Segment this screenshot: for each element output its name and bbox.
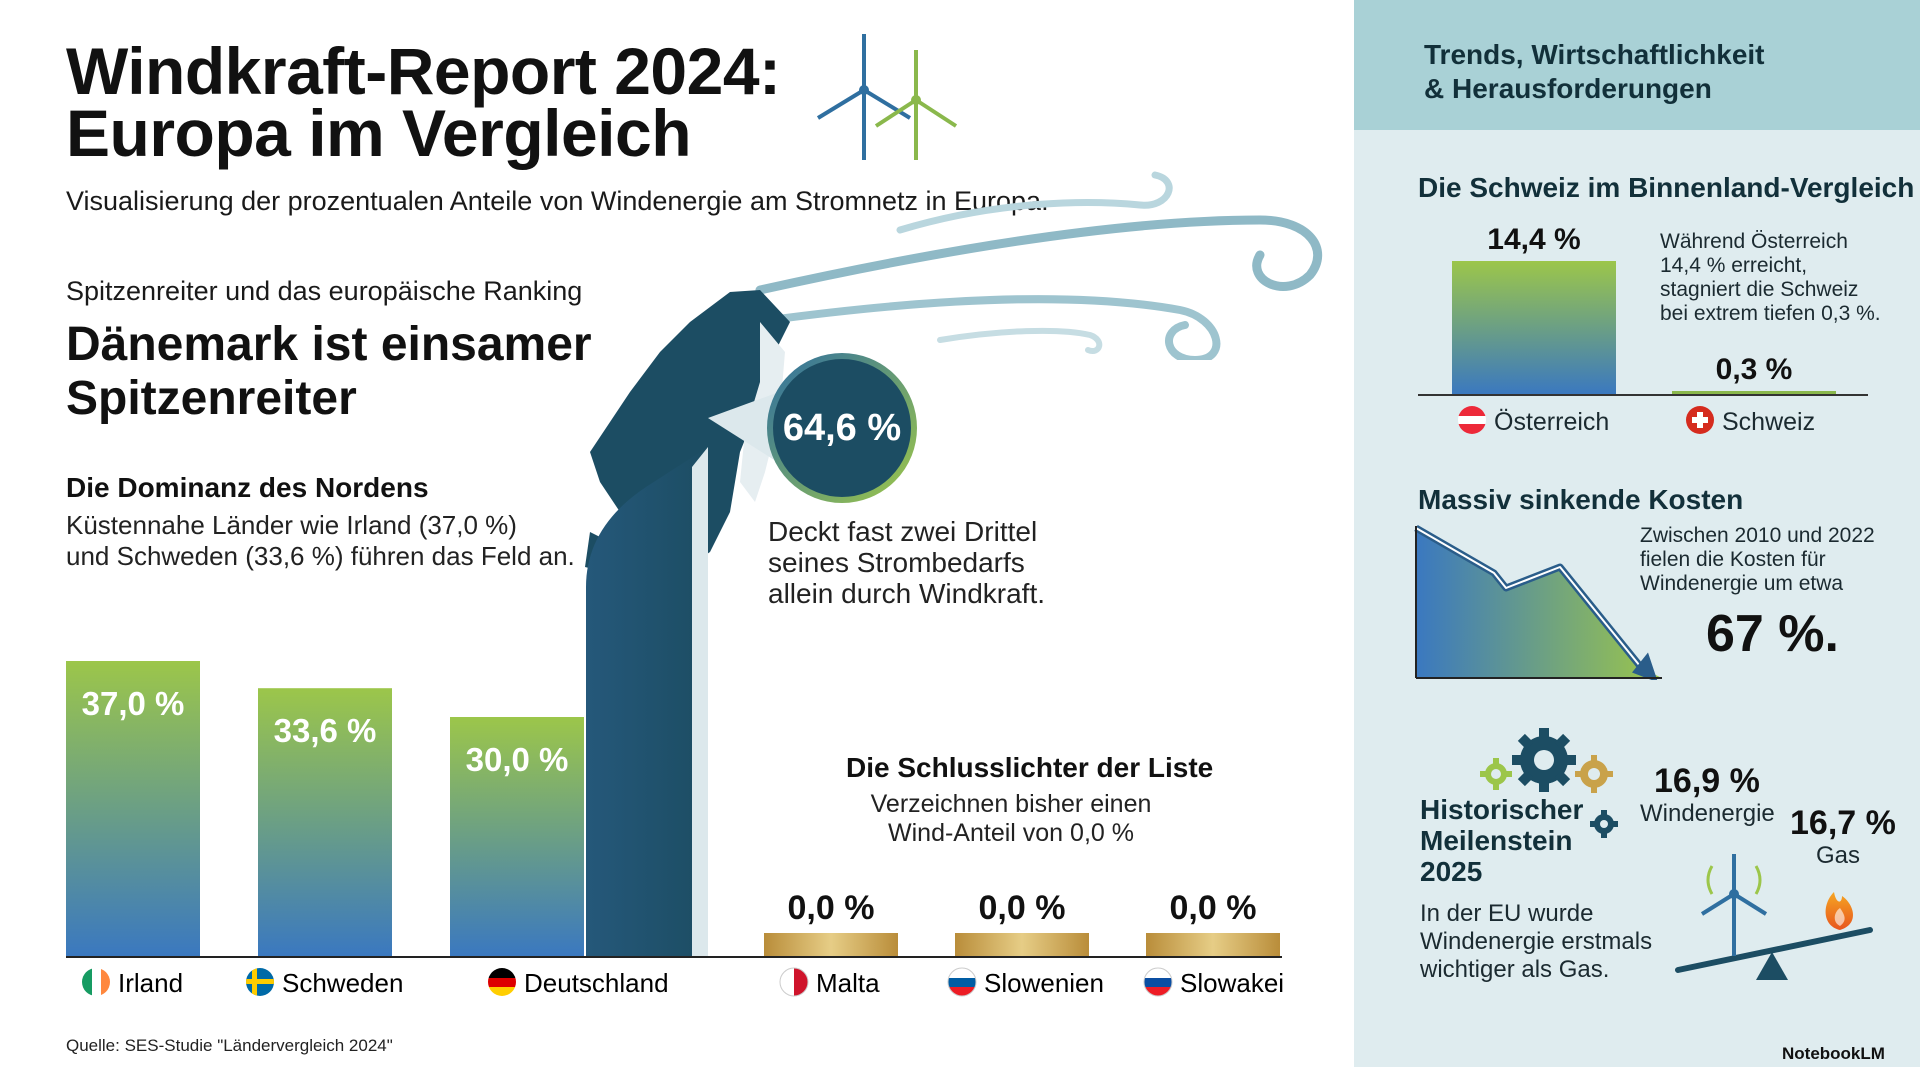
flag-malta-icon (779, 967, 809, 997)
costs-decline-chart (1414, 524, 1662, 680)
arrow-down-icon (1632, 652, 1658, 680)
category-label-deutschland: Deutschland (524, 968, 669, 998)
bar-malta (764, 933, 898, 957)
bar-schweiz (1672, 391, 1836, 395)
wind-share-label: Windenergie (1640, 800, 1775, 827)
page-title: Windkraft-Report 2024: Europa im Verglei… (66, 34, 781, 170)
costs-text: Zwischen 2010 und 2022 fielen die Kosten… (1640, 524, 1875, 595)
bar-slowakei (1146, 933, 1280, 957)
gear-icon (1480, 728, 1618, 838)
category-label-slowenien: Slowenien (984, 968, 1104, 998)
category-label-schweden: Schweden (282, 968, 403, 998)
category-label-irland: Irland (118, 968, 183, 998)
gas-share-label: Gas (1816, 842, 1861, 869)
swiss-text: Während Österreich 14,4 % erreicht, stag… (1660, 230, 1881, 325)
flag-slovenia-icon (947, 967, 977, 997)
category-label-schweiz: Schweiz (1722, 408, 1815, 436)
wind-turbine-icon (1700, 854, 1768, 956)
bubble-pointer (708, 388, 790, 470)
ranking-bar-chart: 37,0 % 33,6 % 30,0 % 0,0 % 0,0 % 0,0 % 64,6 % (66, 353, 1282, 958)
category-label-slowakei: Slowakei (1180, 968, 1284, 998)
bar-oesterreich (1452, 261, 1616, 395)
bar-label-irland: 37,0 % (82, 685, 185, 722)
swiss-bar-chart: 14,4 % 0,3 % Österreich Schweiz (1418, 223, 1868, 436)
wind-swirl-icon (755, 171, 1323, 360)
denmark-value-label: 64,6 % (783, 407, 901, 449)
flag-ireland-icon (82, 968, 110, 996)
north-title: Die Dominanz des Nordens (66, 472, 429, 503)
bar-label-schweiz: 0,3 % (1716, 353, 1793, 386)
bar-schweden (258, 688, 392, 957)
laggards-text: Verzeichnen bisher einen Wind-Anteil von… (870, 790, 1152, 847)
wind-turbine-icon (752, 34, 964, 162)
sidebar-panel (1354, 0, 1920, 1067)
flame-icon (1825, 892, 1854, 930)
bar-label-slowakei: 0,0 % (1170, 889, 1257, 927)
wind-share-value: 16,9 % (1654, 762, 1760, 800)
sidebar-header (1354, 0, 1920, 130)
costs-title: Massiv sinkende Kosten (1418, 484, 1744, 515)
source-note: Quelle: SES-Studie "Ländervergleich 2024… (66, 1036, 393, 1055)
bar-label-oesterreich: 14,4 % (1487, 223, 1580, 256)
north-text: Küstennahe Länder wie Irland (37,0 %) un… (66, 510, 575, 571)
costs-big-value: 67 %. (1706, 605, 1839, 663)
bar-slowenien (955, 933, 1089, 957)
seesaw-icon (1675, 854, 1873, 980)
flag-sweden-icon (246, 968, 274, 996)
bar-label-slowenien: 0,0 % (979, 889, 1066, 927)
branding-label: NotebookLM (1782, 1044, 1885, 1063)
page-subtitle: Visualisierung der prozentualen Anteile … (66, 186, 1049, 216)
gas-share-value: 16,7 % (1790, 804, 1896, 842)
swiss-title: Die Schweiz im Binnenland-Vergleich (1418, 172, 1915, 203)
denmark-bubble (767, 353, 917, 503)
bar-label-malta: 0,0 % (788, 889, 875, 927)
laggards-title: Die Schlusslichter der Liste (846, 752, 1214, 783)
section-headline: Dänemark ist einsamer Spitzenreiter (66, 318, 592, 425)
sidebar-header-title: Trends, Wirtschaftlichkeit & Herausforde… (1424, 39, 1765, 104)
bar-label-deutschland: 30,0 % (466, 741, 569, 778)
category-label-oesterreich: Österreich (1494, 408, 1609, 436)
milestone-title: Historischer Meilenstein 2025 (1420, 794, 1584, 887)
flag-slovakia-icon (1143, 967, 1173, 997)
flag-germany-icon (488, 968, 516, 996)
main-panel: Windkraft-Report 2024: Europa im Verglei… (66, 34, 1323, 1055)
bar-dänemark (586, 447, 708, 957)
bar-irland (66, 661, 200, 957)
bar-deutschland (450, 717, 584, 957)
bar-dänemark-edge (692, 447, 708, 957)
denmark-text: Deckt fast zwei Drittel seines Strombeda… (768, 516, 1046, 609)
section-kicker: Spitzenreiter und das europäische Rankin… (66, 276, 583, 306)
category-labels: Irland Schweden Deutschland Malta Slowen… (82, 967, 1284, 998)
flag-austria-icon (1458, 406, 1486, 434)
bar-label-schweden: 33,6 % (274, 712, 377, 749)
flag-switzerland-icon (1686, 406, 1714, 434)
costs-line-highlight (1415, 527, 1643, 670)
milestone-text: In der EU wurde Windenergie erstmals wic… (1420, 900, 1653, 983)
category-label-malta: Malta (816, 968, 880, 998)
